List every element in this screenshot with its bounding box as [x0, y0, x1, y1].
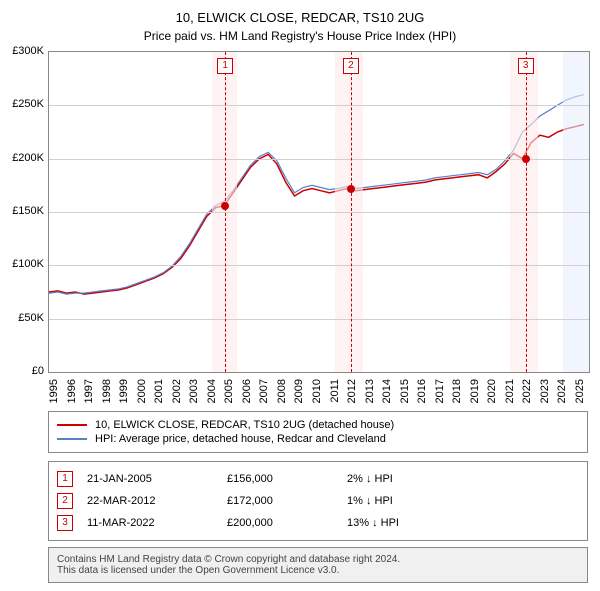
event-date: 22-MAR-2012 [87, 495, 227, 507]
y-axis-label: £150K [12, 205, 44, 217]
x-axis-label: 2011 [329, 379, 341, 403]
chart-area: 123 £0£50K£100K£150K£200K£250K£300K19951… [48, 51, 588, 373]
event-price: £172,000 [227, 495, 347, 507]
gridline [49, 212, 589, 213]
event-row: 1 21-JAN-2005 £156,000 2% ↓ HPI [57, 468, 579, 490]
event-price: £200,000 [227, 517, 347, 529]
event-marker-icon: 2 [57, 493, 73, 509]
x-axis-label: 2022 [521, 379, 533, 403]
x-axis-label: 2010 [311, 379, 323, 403]
x-axis-label: 2014 [381, 379, 393, 403]
event-marker-icon: 3 [57, 515, 73, 531]
event-vline [526, 52, 527, 372]
x-axis-label: 2025 [574, 379, 586, 403]
plot-area: 1 2 3 [48, 51, 590, 373]
y-axis-label: £250K [12, 98, 44, 110]
event-marker-icon: 1 [217, 58, 233, 74]
x-axis-label: 2002 [171, 379, 183, 403]
x-axis-label: 2012 [346, 379, 358, 403]
gridline [49, 319, 589, 320]
x-axis-label: 1995 [48, 379, 60, 403]
x-axis-label: 2005 [223, 379, 235, 403]
x-axis-label: 2006 [241, 379, 253, 403]
gridline [49, 159, 589, 160]
series-line-property [49, 125, 584, 295]
legend-item-property: 10, ELWICK CLOSE, REDCAR, TS10 2UG (deta… [57, 418, 579, 432]
event-marker-icon: 1 [57, 471, 73, 487]
legend-item-hpi: HPI: Average price, detached house, Redc… [57, 432, 579, 446]
x-axis-label: 2007 [258, 379, 270, 403]
x-axis-label: 2023 [539, 379, 551, 403]
x-axis-label: 2018 [451, 379, 463, 403]
x-axis-label: 2015 [399, 379, 411, 403]
x-axis-label: 2003 [188, 379, 200, 403]
x-axis-label: 2024 [556, 379, 568, 403]
y-axis-label: £50K [18, 312, 44, 324]
chart-title: 10, ELWICK CLOSE, REDCAR, TS10 2UG [0, 0, 600, 25]
event-delta: 1% ↓ HPI [347, 495, 467, 507]
x-axis-label: 2016 [416, 379, 428, 403]
event-dot-icon [522, 155, 530, 163]
legend-label: 10, ELWICK CLOSE, REDCAR, TS10 2UG (deta… [95, 419, 394, 431]
event-row: 3 11-MAR-2022 £200,000 13% ↓ HPI [57, 512, 579, 534]
event-dot-icon [221, 202, 229, 210]
legend-label: HPI: Average price, detached house, Redc… [95, 433, 386, 445]
gridline [49, 105, 589, 106]
event-date: 11-MAR-2022 [87, 517, 227, 529]
attribution-line: Contains HM Land Registry data © Crown c… [57, 554, 579, 565]
event-marker-icon: 3 [518, 58, 534, 74]
legend-box: 10, ELWICK CLOSE, REDCAR, TS10 2UG (deta… [48, 411, 588, 453]
legend-swatch [57, 424, 87, 426]
x-axis-label: 2000 [136, 379, 148, 403]
event-price: £156,000 [227, 473, 347, 485]
x-axis-label: 2008 [276, 379, 288, 403]
legend-swatch [57, 438, 87, 440]
event-dot-icon [347, 185, 355, 193]
attribution-box: Contains HM Land Registry data © Crown c… [48, 547, 588, 583]
x-axis-label: 2013 [364, 379, 376, 403]
x-axis-label: 1999 [118, 379, 130, 403]
x-axis-label: 2017 [434, 379, 446, 403]
event-date: 21-JAN-2005 [87, 473, 227, 485]
series-line-hpi [49, 95, 584, 294]
y-axis-label: £100K [12, 258, 44, 270]
chart-subtitle: Price paid vs. HM Land Registry's House … [0, 25, 600, 51]
event-delta: 13% ↓ HPI [347, 517, 467, 529]
event-marker-icon: 2 [343, 58, 359, 74]
y-axis-label: £0 [32, 365, 44, 377]
y-axis-label: £300K [12, 45, 44, 57]
x-axis-label: 2001 [153, 379, 165, 403]
x-axis-label: 2020 [486, 379, 498, 403]
event-vline [225, 52, 226, 372]
x-axis-label: 2004 [206, 379, 218, 403]
event-table: 1 21-JAN-2005 £156,000 2% ↓ HPI 2 22-MAR… [48, 461, 588, 541]
x-axis-label: 2009 [293, 379, 305, 403]
event-delta: 2% ↓ HPI [347, 473, 467, 485]
chart-container: 10, ELWICK CLOSE, REDCAR, TS10 2UG Price… [0, 0, 600, 583]
event-row: 2 22-MAR-2012 £172,000 1% ↓ HPI [57, 490, 579, 512]
x-axis-label: 1997 [83, 379, 95, 403]
event-vline [351, 52, 352, 372]
y-axis-label: £200K [12, 152, 44, 164]
gridline [49, 265, 589, 266]
x-axis-label: 1996 [66, 379, 78, 403]
x-axis-label: 2021 [504, 379, 516, 403]
x-axis-label: 1998 [101, 379, 113, 403]
x-axis-label: 2019 [469, 379, 481, 403]
attribution-line: This data is licensed under the Open Gov… [57, 565, 579, 576]
